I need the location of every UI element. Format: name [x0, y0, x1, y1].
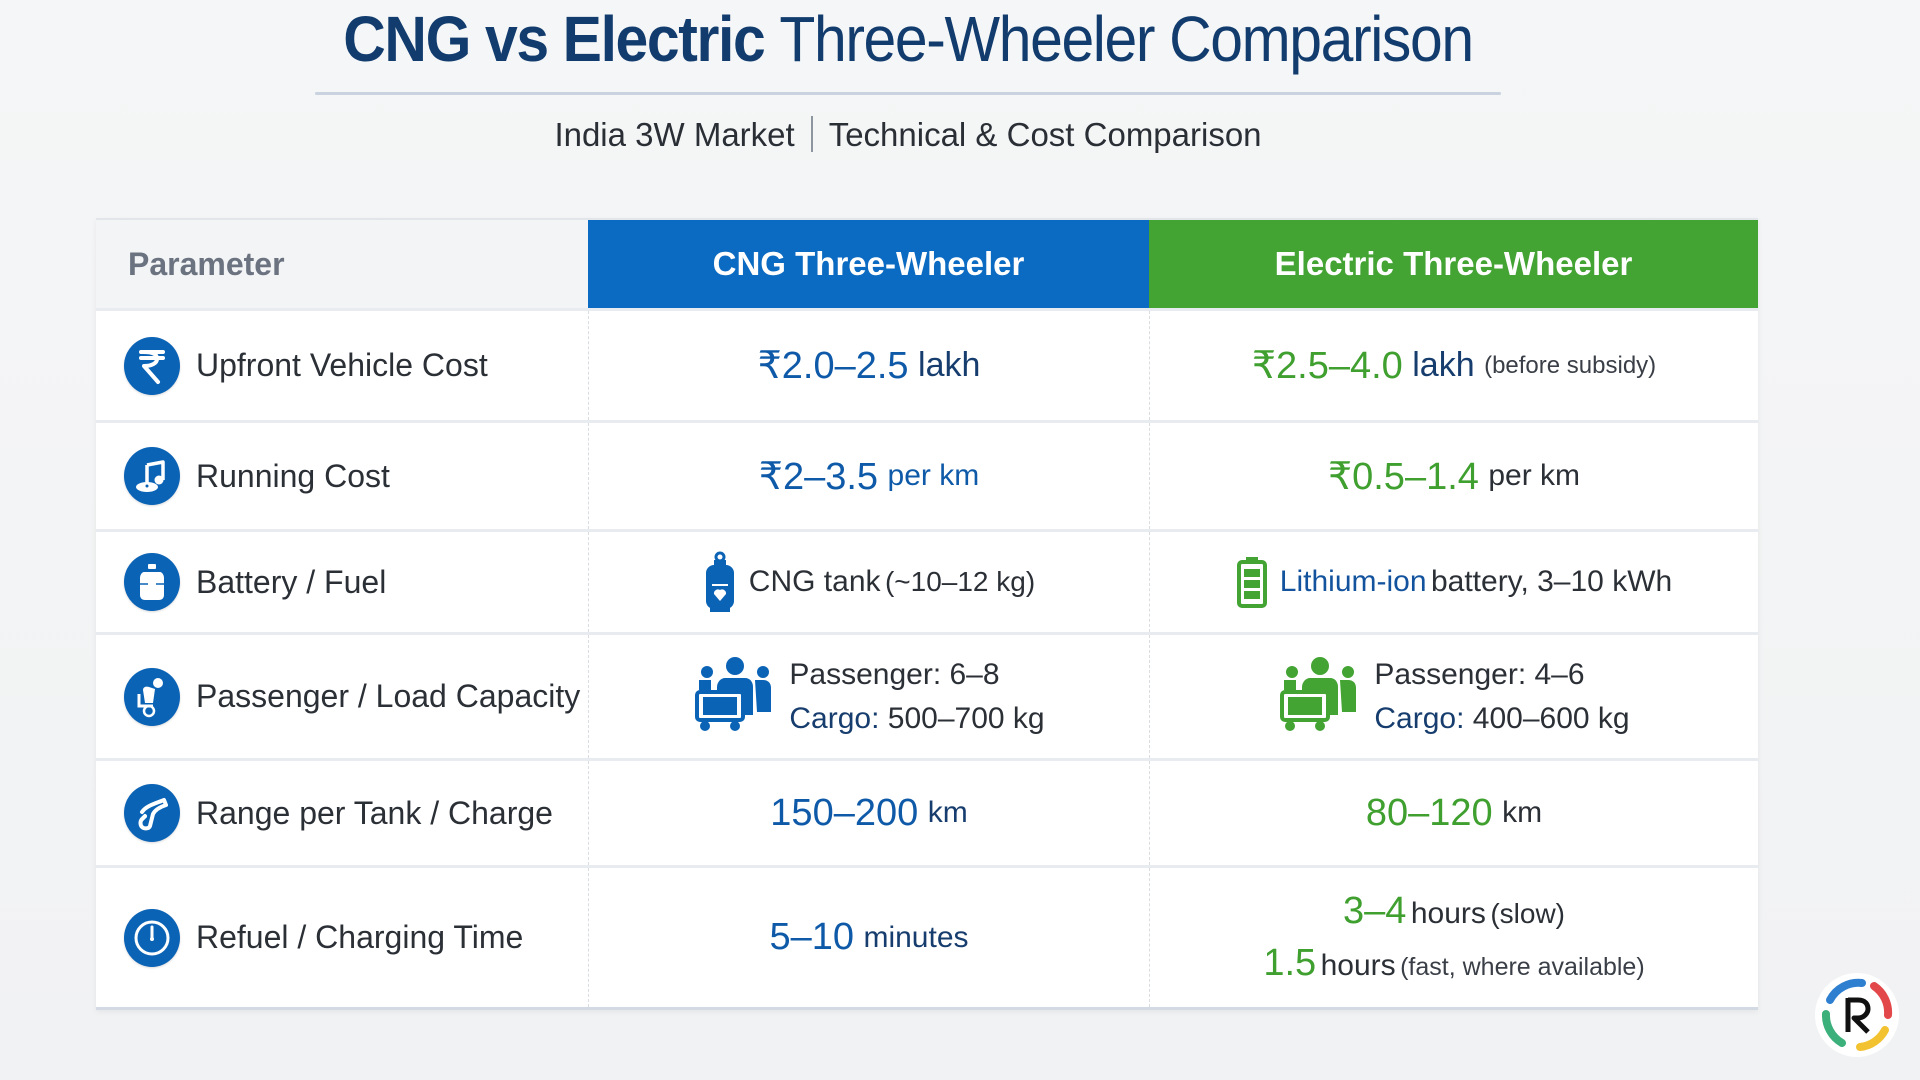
cng-value-cell: ₹2.0–2.5 lakh	[588, 311, 1149, 420]
parameter-label: Refuel / Charging Time	[196, 919, 524, 955]
electric-value: ₹0.5–1.4	[1327, 455, 1479, 498]
title-part2: Three-Wheeler Comparison	[779, 3, 1474, 75]
header-parameter: Parameter	[96, 220, 588, 308]
cng-value: 5–10	[769, 916, 855, 958]
cng-unit: lakh	[918, 346, 981, 384]
people-cargo-icon	[693, 656, 777, 737]
title-part1: CNG vs Electric	[343, 3, 765, 75]
slow-note: (slow)	[1490, 898, 1566, 930]
parameter-label: Running Cost	[196, 457, 390, 494]
capacity-lines: Passenger: 4–6 Cargo: 400–600 kg	[1374, 653, 1629, 740]
slow-unit: hours	[1410, 897, 1486, 931]
electric-value-cell: Passenger: 4–6 Cargo: 400–600 kg	[1149, 635, 1758, 758]
battery-icon	[1236, 556, 1268, 608]
electric-value: ₹2.5–4.0	[1251, 345, 1403, 387]
electric-note: (before subsidy)	[1484, 351, 1657, 379]
fast-note: (fast, where available)	[1400, 952, 1645, 981]
brand-logo: R	[1812, 970, 1902, 1060]
parameter-cell: Upfront Vehicle Cost	[96, 311, 588, 420]
cng-fuel-label: CNG tank	[748, 565, 881, 598]
cng-value-cell: ₹2–3.5 per km	[588, 423, 1149, 529]
parameter-label: Battery / Fuel	[196, 563, 387, 600]
table-row: Refuel / Charging Time 5–10 minutes 3–4 …	[96, 865, 1758, 1007]
charging-times: 3–4 hours (slow) 1.5 hours (fast, where …	[1263, 886, 1644, 989]
passenger-label: Passenger:	[1374, 658, 1527, 691]
electric-battery-label: Lithium-ion	[1279, 565, 1427, 598]
electric-value-cell: Lithium-ion battery, 3–10 kWh	[1149, 532, 1758, 632]
cargo-line: Cargo: 500–700 kg	[789, 697, 1044, 741]
title-divider	[315, 92, 1501, 95]
cng-unit: km	[927, 796, 968, 829]
cng-unit: per km	[887, 459, 980, 492]
passenger-line: Passenger: 6–8	[789, 653, 1044, 697]
cng-fuel-note: (~10–12 kg)	[884, 566, 1036, 597]
cng-value-cell: CNG tank (~10–12 kg)	[588, 532, 1149, 632]
rupee-icon	[124, 336, 180, 395]
table-header-row: Parameter CNG Three-Wheeler Electric Thr…	[96, 218, 1758, 308]
cargo-value: 400–600 kg	[1472, 701, 1630, 735]
cng-value: ₹2.0–2.5	[757, 345, 909, 387]
subtitle-separator	[810, 116, 813, 152]
fuel-drop-icon	[124, 447, 180, 505]
parameter-cell: Refuel / Charging Time	[96, 868, 588, 1007]
header-electric: Electric Three-Wheeler	[1149, 220, 1758, 308]
passenger-value: 6–8	[949, 658, 1000, 691]
page-title: CNG vs Electric Three-Wheeler Comparison	[73, 2, 1744, 76]
parameter-cell: Range per Tank / Charge	[96, 761, 588, 865]
parameter-label: Upfront Vehicle Cost	[196, 347, 488, 383]
cng-value-cell: 150–200 km	[588, 761, 1149, 865]
gas-cylinder-icon	[703, 551, 737, 613]
cargo-label: Cargo:	[1374, 701, 1465, 735]
passenger-label: Passenger:	[789, 658, 942, 691]
cng-value: 150–200	[770, 791, 919, 834]
passenger-icon	[124, 667, 180, 726]
header-cng: CNG Three-Wheeler	[588, 220, 1149, 308]
table-row: Upfront Vehicle Cost ₹2.0–2.5 lakh ₹2.5–…	[96, 308, 1758, 420]
table-row: Range per Tank / Charge 150–200 km 80–12…	[96, 758, 1758, 865]
slow-value: 3–4	[1342, 890, 1407, 933]
electric-unit: km	[1502, 796, 1543, 829]
capacity-lines: Passenger: 6–8 Cargo: 500–700 kg	[789, 653, 1044, 740]
table-row: Passenger / Load Capacity Passenger: 6–8…	[96, 632, 1758, 758]
slow-charge-line: 3–4 hours (slow)	[1343, 886, 1565, 937]
passenger-line: Passenger: 4–6	[1374, 653, 1629, 697]
fast-unit: hours	[1320, 948, 1396, 982]
cng-value-cell: Passenger: 6–8 Cargo: 500–700 kg	[588, 635, 1149, 758]
electric-value-cell: ₹0.5–1.4 per km	[1149, 423, 1758, 529]
parameter-label: Range per Tank / Charge	[196, 794, 553, 831]
subtitle: India 3W Market Technical & Cost Comparis…	[0, 116, 1816, 154]
cng-value: ₹2–3.5	[758, 455, 879, 498]
cargo-line: Cargo: 400–600 kg	[1374, 697, 1629, 741]
electric-value-cell: 3–4 hours (slow) 1.5 hours (fast, where …	[1149, 868, 1758, 1007]
capacity-block: Passenger: 4–6 Cargo: 400–600 kg	[1278, 653, 1630, 740]
cng-unit: minutes	[863, 920, 969, 954]
fast-value: 1.5	[1263, 941, 1317, 984]
electric-value-cell: ₹2.5–4.0 lakh (before subsidy)	[1149, 311, 1758, 420]
parameter-cell: Passenger / Load Capacity	[96, 635, 588, 758]
subtitle-market: India 3W Market	[554, 116, 795, 153]
parameter-cell: Battery / Fuel	[96, 532, 588, 632]
subtitle-scope: Technical & Cost Comparison	[828, 116, 1262, 153]
electric-unit: lakh	[1412, 346, 1475, 384]
electric-value: 80–120	[1365, 791, 1493, 834]
fast-charge-line: 1.5 hours (fast, where available)	[1263, 938, 1644, 989]
capacity-block: Passenger: 6–8 Cargo: 500–700 kg	[693, 653, 1045, 740]
electric-battery-note: battery, 3–10 kWh	[1430, 565, 1673, 598]
cargo-label: Cargo:	[789, 701, 880, 735]
cargo-value: 500–700 kg	[887, 701, 1045, 735]
fuel-nozzle-icon	[124, 784, 180, 842]
table-row: Running Cost ₹2–3.5 per km ₹0.5–1.4 per …	[96, 420, 1758, 529]
comparison-table: Parameter CNG Three-Wheeler Electric Thr…	[96, 218, 1758, 1010]
cylinder-icon	[124, 553, 180, 611]
parameter-label: Passenger / Load Capacity	[196, 678, 581, 714]
passenger-value: 4–6	[1534, 658, 1585, 691]
parameter-cell: Running Cost	[96, 423, 588, 529]
electric-unit: per km	[1488, 459, 1581, 492]
people-cargo-icon	[1278, 656, 1362, 737]
electric-value-cell: 80–120 km	[1149, 761, 1758, 865]
clock-icon	[124, 908, 180, 967]
cng-value-cell: 5–10 minutes	[588, 868, 1149, 1007]
table-row: Battery / Fuel CNG tank (~10–12 kg) Lith…	[96, 529, 1758, 632]
